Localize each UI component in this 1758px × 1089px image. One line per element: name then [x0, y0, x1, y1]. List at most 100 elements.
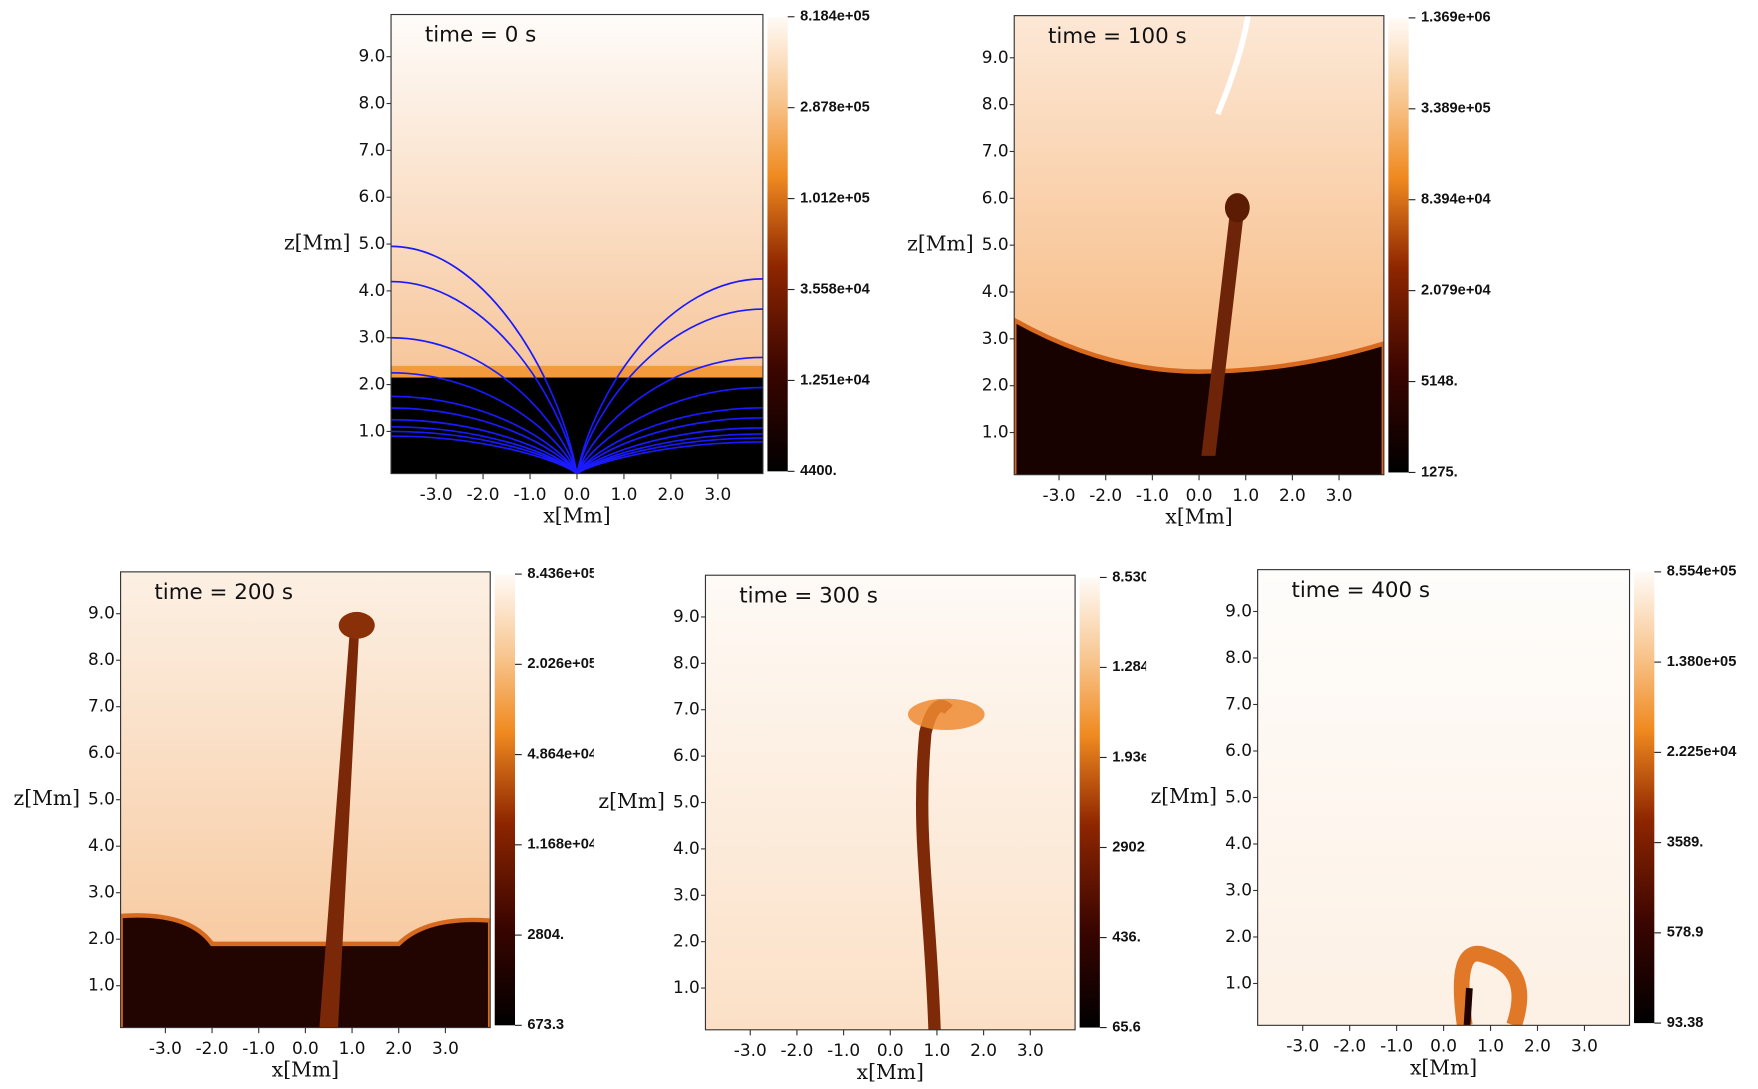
y-tick-label: 4.0 — [88, 835, 115, 855]
y-tick-label: 2.0 — [88, 928, 115, 948]
colorbar-tick-label: 1.380e+05 — [1667, 654, 1737, 670]
field-feature — [576, 356, 763, 474]
colorbar — [767, 16, 788, 472]
panel: time = 100 s -3.0 -2.0 -1.0 0.0 1.0 2.0 3.0 1.0 2… — [907, 10, 1491, 529]
x-tick-label: -3.0 — [1043, 485, 1076, 505]
y-tick-label: 3.0 — [359, 327, 386, 347]
colorbar-tick-label: 8.184e+05 — [800, 9, 870, 25]
y-axis-label: z[Mm] — [907, 232, 973, 256]
y-axis-label: z[Mm] — [598, 789, 664, 813]
colorbar-tick-label: 3.558e+04 — [800, 281, 871, 297]
y-tick-label: 9.0 — [359, 46, 386, 66]
panel: time = 400 s -3.0 -2.0 -1.0 0.0 1.0 2.0 3.0 1.0 2… — [1151, 564, 1738, 1080]
panel: time = 0 s -3.0 -2.0 -1.0 0.0 1.0 2.0 3.0 1.0 2.0… — [284, 9, 871, 528]
y-tick-label: 5.0 — [359, 233, 386, 253]
x-tick-label: 0.0 — [1430, 1036, 1457, 1056]
field-feature — [1201, 217, 1244, 456]
colorbar — [1388, 17, 1409, 473]
y-tick-label: 6.0 — [88, 742, 115, 762]
colorbar-tick-label: 1.284e+05 — [1112, 659, 1182, 675]
field-feature — [120, 913, 491, 1028]
field-feature — [907, 698, 985, 731]
colorbar-tick-label: 2.225e+04 — [1667, 744, 1738, 760]
colorbar-tick-label: 2804. — [527, 927, 564, 943]
y-tick-label: 2.0 — [982, 375, 1009, 395]
field-image — [705, 575, 1076, 1030]
colorbar-tick-label: 8.394e+04 — [1421, 192, 1492, 208]
field-feature — [391, 395, 578, 474]
y-tick-label: 4.0 — [1225, 833, 1252, 853]
field-feature — [391, 245, 578, 474]
field-feature — [1215, 15, 1251, 116]
x-tick-label: -2.0 — [780, 1040, 813, 1060]
chromosphere — [391, 377, 763, 474]
y-tick-label: 3.0 — [88, 882, 115, 902]
x-tick-label: 2.0 — [1524, 1036, 1551, 1056]
y-tick-label: 2.0 — [673, 931, 700, 951]
y-tick-label: 1.0 — [673, 977, 700, 997]
colorbar-tick-label: 1.251e+04 — [800, 372, 871, 388]
colorbar-tick-label: 3589. — [1667, 834, 1704, 850]
x-tick-label: -1.0 — [242, 1038, 275, 1058]
y-axis-label: z[Mm] — [284, 231, 350, 255]
x-tick-label: 0.0 — [292, 1038, 319, 1058]
y-tick-label: 6.0 — [1225, 740, 1252, 760]
x-tick-label: 1.0 — [611, 484, 638, 504]
y-tick-label: 7.0 — [1225, 694, 1252, 714]
x-tick-label: -1.0 — [827, 1040, 860, 1060]
colorbar-tick-label: 2.079e+04 — [1421, 283, 1492, 299]
y-axis-label: z[Mm] — [1151, 784, 1217, 808]
field-feature — [576, 406, 763, 474]
x-axis-label: x[Mm] — [543, 504, 610, 528]
colorbar-tick-label: 3.389e+05 — [1421, 101, 1491, 117]
field-feature — [391, 371, 578, 474]
y-tick-label: 1.0 — [359, 420, 386, 440]
y-tick-label: 1.0 — [1225, 973, 1252, 993]
field-feature — [391, 336, 578, 474]
colorbar-tick-label: 578.9 — [1667, 925, 1704, 941]
y-tick-label: 9.0 — [673, 606, 700, 626]
y-tick-label: 4.0 — [982, 281, 1009, 301]
x-axis-label: x[Mm] — [1165, 505, 1232, 529]
y-tick-label: 7.0 — [88, 696, 115, 716]
colorbar-tick-label: 1.168e+04 — [527, 837, 598, 853]
colorbar-tick-label: 1.93e+04 — [1112, 749, 1174, 765]
x-tick-label: 3.0 — [1571, 1036, 1598, 1056]
x-tick-label: -3.0 — [420, 484, 453, 504]
field-feature — [1463, 987, 1473, 1026]
x-tick-label: 2.0 — [970, 1040, 997, 1060]
field-feature — [576, 308, 763, 474]
y-tick-label: 4.0 — [359, 280, 386, 300]
colorbar-tick-label: 4400. — [800, 463, 837, 479]
y-axis-label: z[Mm] — [14, 786, 80, 810]
colorbar-tick-label: 436. — [1112, 929, 1141, 945]
colorbar-tick-label: 1.012e+05 — [800, 190, 870, 206]
y-tick-label: 2.0 — [359, 374, 386, 394]
y-tick-label: 8.0 — [88, 649, 115, 669]
panel-title: time = 200 s — [154, 580, 293, 605]
y-tick-label: 2.0 — [1225, 926, 1252, 946]
colorbar-tick-label: 673.3 — [527, 1017, 564, 1033]
y-tick-label: 6.0 — [673, 745, 700, 765]
x-tick-label: -3.0 — [149, 1038, 182, 1058]
panel-title: time = 100 s — [1048, 24, 1187, 49]
y-tick-label: 3.0 — [673, 884, 700, 904]
y-tick-label: 7.0 — [359, 139, 386, 159]
field-feature — [391, 280, 578, 474]
colorbar-tick-label: 2.878e+05 — [800, 100, 870, 116]
colorbar-tick-label: 1.369e+06 — [1421, 10, 1491, 26]
colorbar — [1634, 571, 1655, 1024]
y-tick-label: 8.0 — [673, 652, 700, 672]
x-tick-label: -2.0 — [467, 484, 500, 504]
panel-title: time = 300 s — [739, 583, 878, 608]
y-tick-label: 7.0 — [982, 141, 1009, 161]
colorbar-labels: 93.38 578.9 3589. 2.225e+04 1.380e+05 8.554e+… — [1667, 564, 1738, 1031]
colorbar-tick-label: 93.38 — [1667, 1015, 1704, 1031]
field-feature — [576, 441, 763, 474]
field-feature — [1014, 317, 1384, 475]
colorbar-tick-label: 4.864e+04 — [527, 746, 598, 762]
field-feature — [576, 278, 763, 474]
x-tick-label: 1.0 — [339, 1038, 366, 1058]
x-tick-label: -3.0 — [1286, 1036, 1319, 1056]
